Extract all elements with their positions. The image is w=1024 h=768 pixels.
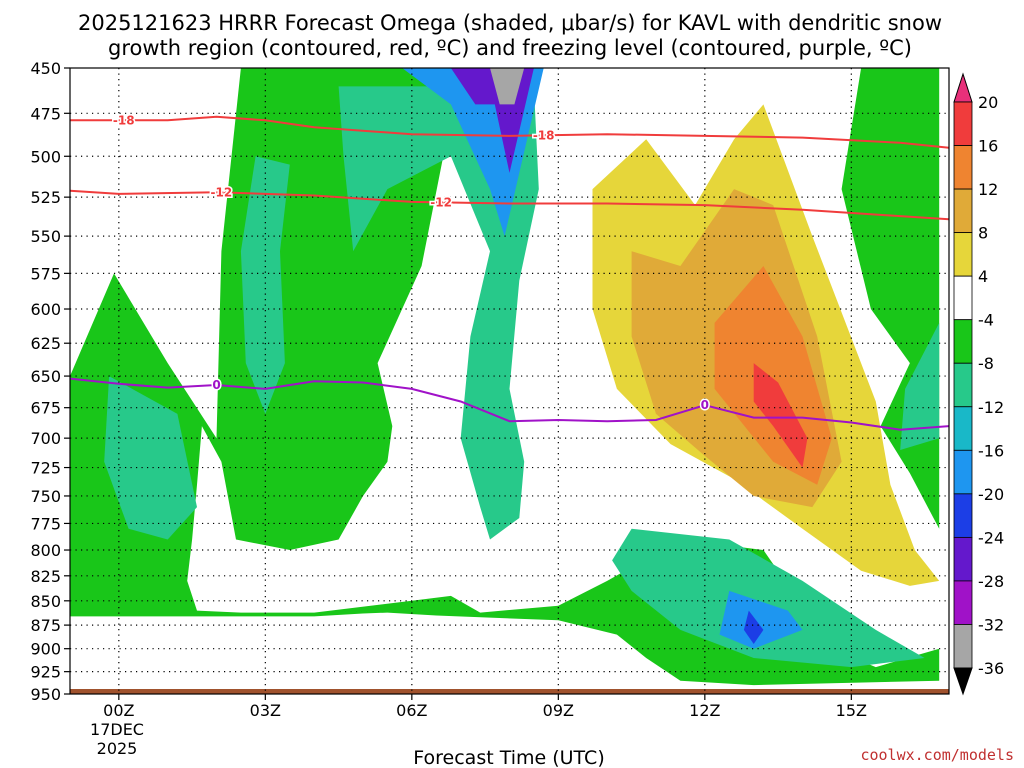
grid bbox=[70, 68, 949, 694]
omega-area-11 bbox=[900, 322, 940, 450]
omega-area-0 bbox=[70, 68, 940, 686]
colorbar-band bbox=[953, 188, 973, 234]
colorbar-band bbox=[953, 580, 973, 625]
dgz-label: -12 bbox=[211, 186, 233, 200]
site-credit: coolwx.com/models bbox=[860, 746, 1014, 764]
omega-area-9 bbox=[743, 610, 764, 644]
x-tick-label: 00Z bbox=[103, 701, 134, 720]
y-tick-label: 875 bbox=[30, 616, 61, 635]
x-tick-label: 12Z bbox=[689, 701, 720, 720]
dgz-label: -18 bbox=[113, 113, 135, 127]
colorbar-bottom-arrow bbox=[953, 667, 973, 696]
dgz-label: -18 bbox=[533, 128, 555, 142]
colorbar-label: -8 bbox=[978, 354, 994, 373]
x-date-year: 2025 bbox=[97, 739, 138, 758]
colorbar-label: -20 bbox=[978, 485, 1004, 504]
y-tick-label: 475 bbox=[30, 104, 61, 123]
colorbar-label: 8 bbox=[978, 224, 988, 243]
y-tick-label: 800 bbox=[30, 541, 61, 560]
omega-area-6 bbox=[490, 68, 525, 105]
omega-area-15 bbox=[753, 363, 808, 468]
y-tick-label: 450 bbox=[30, 59, 61, 78]
colorbar-band bbox=[953, 493, 973, 538]
colorbar-band bbox=[953, 145, 973, 190]
y-tick-label: 525 bbox=[30, 188, 61, 207]
omega-shading bbox=[70, 68, 949, 694]
colorbar-label: 20 bbox=[978, 93, 998, 112]
colorbar-label: -32 bbox=[978, 615, 1004, 634]
y-tick-label: 600 bbox=[30, 300, 61, 319]
colorbar-label: 4 bbox=[978, 267, 988, 286]
chart-title-line1: 2025121623 HRRR Forecast Omega (shaded, … bbox=[78, 11, 942, 35]
x-axis: 00Z 03Z 06Z 09Z 12Z 15Z bbox=[103, 694, 867, 720]
colorbar-band bbox=[953, 362, 973, 408]
colorbar-label: -12 bbox=[978, 398, 1004, 417]
colorbar-label: -4 bbox=[978, 311, 994, 330]
y-tick-label: 675 bbox=[30, 399, 61, 418]
colorbar-label: 12 bbox=[978, 180, 998, 199]
y-tick-label: 850 bbox=[30, 592, 61, 611]
colorbar-label: -36 bbox=[978, 659, 1004, 678]
colorbar-label: 16 bbox=[978, 137, 998, 156]
colorbar-band bbox=[953, 319, 973, 364]
x-tick-label: 03Z bbox=[250, 701, 281, 720]
omega-area-2 bbox=[240, 156, 290, 414]
dgz-contour--12 bbox=[70, 189, 949, 221]
colorbar-band bbox=[953, 536, 973, 582]
y-tick-label: 950 bbox=[30, 685, 61, 704]
y-tick-label: 925 bbox=[30, 663, 61, 682]
omega-area-1 bbox=[104, 376, 197, 540]
y-tick-label: 750 bbox=[30, 487, 61, 506]
plot-frame bbox=[69, 67, 950, 695]
y-tick-label: 500 bbox=[30, 147, 61, 166]
freezing-level-label: 0 bbox=[212, 378, 220, 392]
freezing-level-line bbox=[70, 377, 949, 431]
surface-strip bbox=[70, 689, 949, 694]
y-tick-label: 550 bbox=[30, 227, 61, 246]
x-axis-label: Forecast Time (UTC) bbox=[413, 747, 604, 768]
y-tick-label: 725 bbox=[30, 459, 61, 478]
colorbar-band bbox=[953, 449, 973, 495]
chart-title-line2: growth region (contoured, red, ºC) and f… bbox=[108, 36, 912, 60]
dgz-label: -12 bbox=[430, 195, 452, 209]
colorbar: 20 16 12 8 4 -4 -8 -12 -16 -20 -24 -28 -32 -36 bbox=[953, 72, 1004, 696]
contour-lines: -18 -18 -12 -12 0 0 bbox=[70, 112, 949, 431]
y-axis: 450 475 500 525 550 575 600 625 650 675 700 725 750 7… bbox=[30, 59, 70, 704]
dgz-contour--18 bbox=[70, 115, 949, 149]
colorbar-band bbox=[953, 232, 973, 277]
y-tick-label: 700 bbox=[30, 429, 61, 448]
y-tick-label: 625 bbox=[30, 334, 61, 353]
colorbar-band bbox=[953, 624, 973, 669]
colorbar-top-arrow bbox=[953, 72, 973, 103]
y-tick-label: 900 bbox=[30, 640, 61, 659]
x-tick-label: 09Z bbox=[543, 701, 574, 720]
x-date-day: 17DEC bbox=[90, 720, 144, 739]
colorbar-band bbox=[953, 275, 973, 321]
y-tick-label: 775 bbox=[30, 514, 61, 533]
x-tick-label: 15Z bbox=[836, 701, 867, 720]
y-tick-label: 575 bbox=[30, 264, 61, 283]
y-tick-label: 650 bbox=[30, 367, 61, 386]
freezing-level-label: 0 bbox=[701, 398, 709, 412]
colorbar-band bbox=[953, 406, 973, 451]
colorbar-label: -16 bbox=[978, 441, 1004, 460]
y-tick-label: 825 bbox=[30, 567, 61, 586]
omega-area-7 bbox=[612, 528, 925, 668]
omega-area-8 bbox=[719, 590, 803, 649]
colorbar-label: -28 bbox=[978, 572, 1004, 591]
colorbar-label: -24 bbox=[978, 528, 1004, 547]
x-tick-label: 06Z bbox=[396, 701, 427, 720]
omega-area-3 bbox=[338, 86, 539, 540]
colorbar-band bbox=[953, 101, 973, 146]
